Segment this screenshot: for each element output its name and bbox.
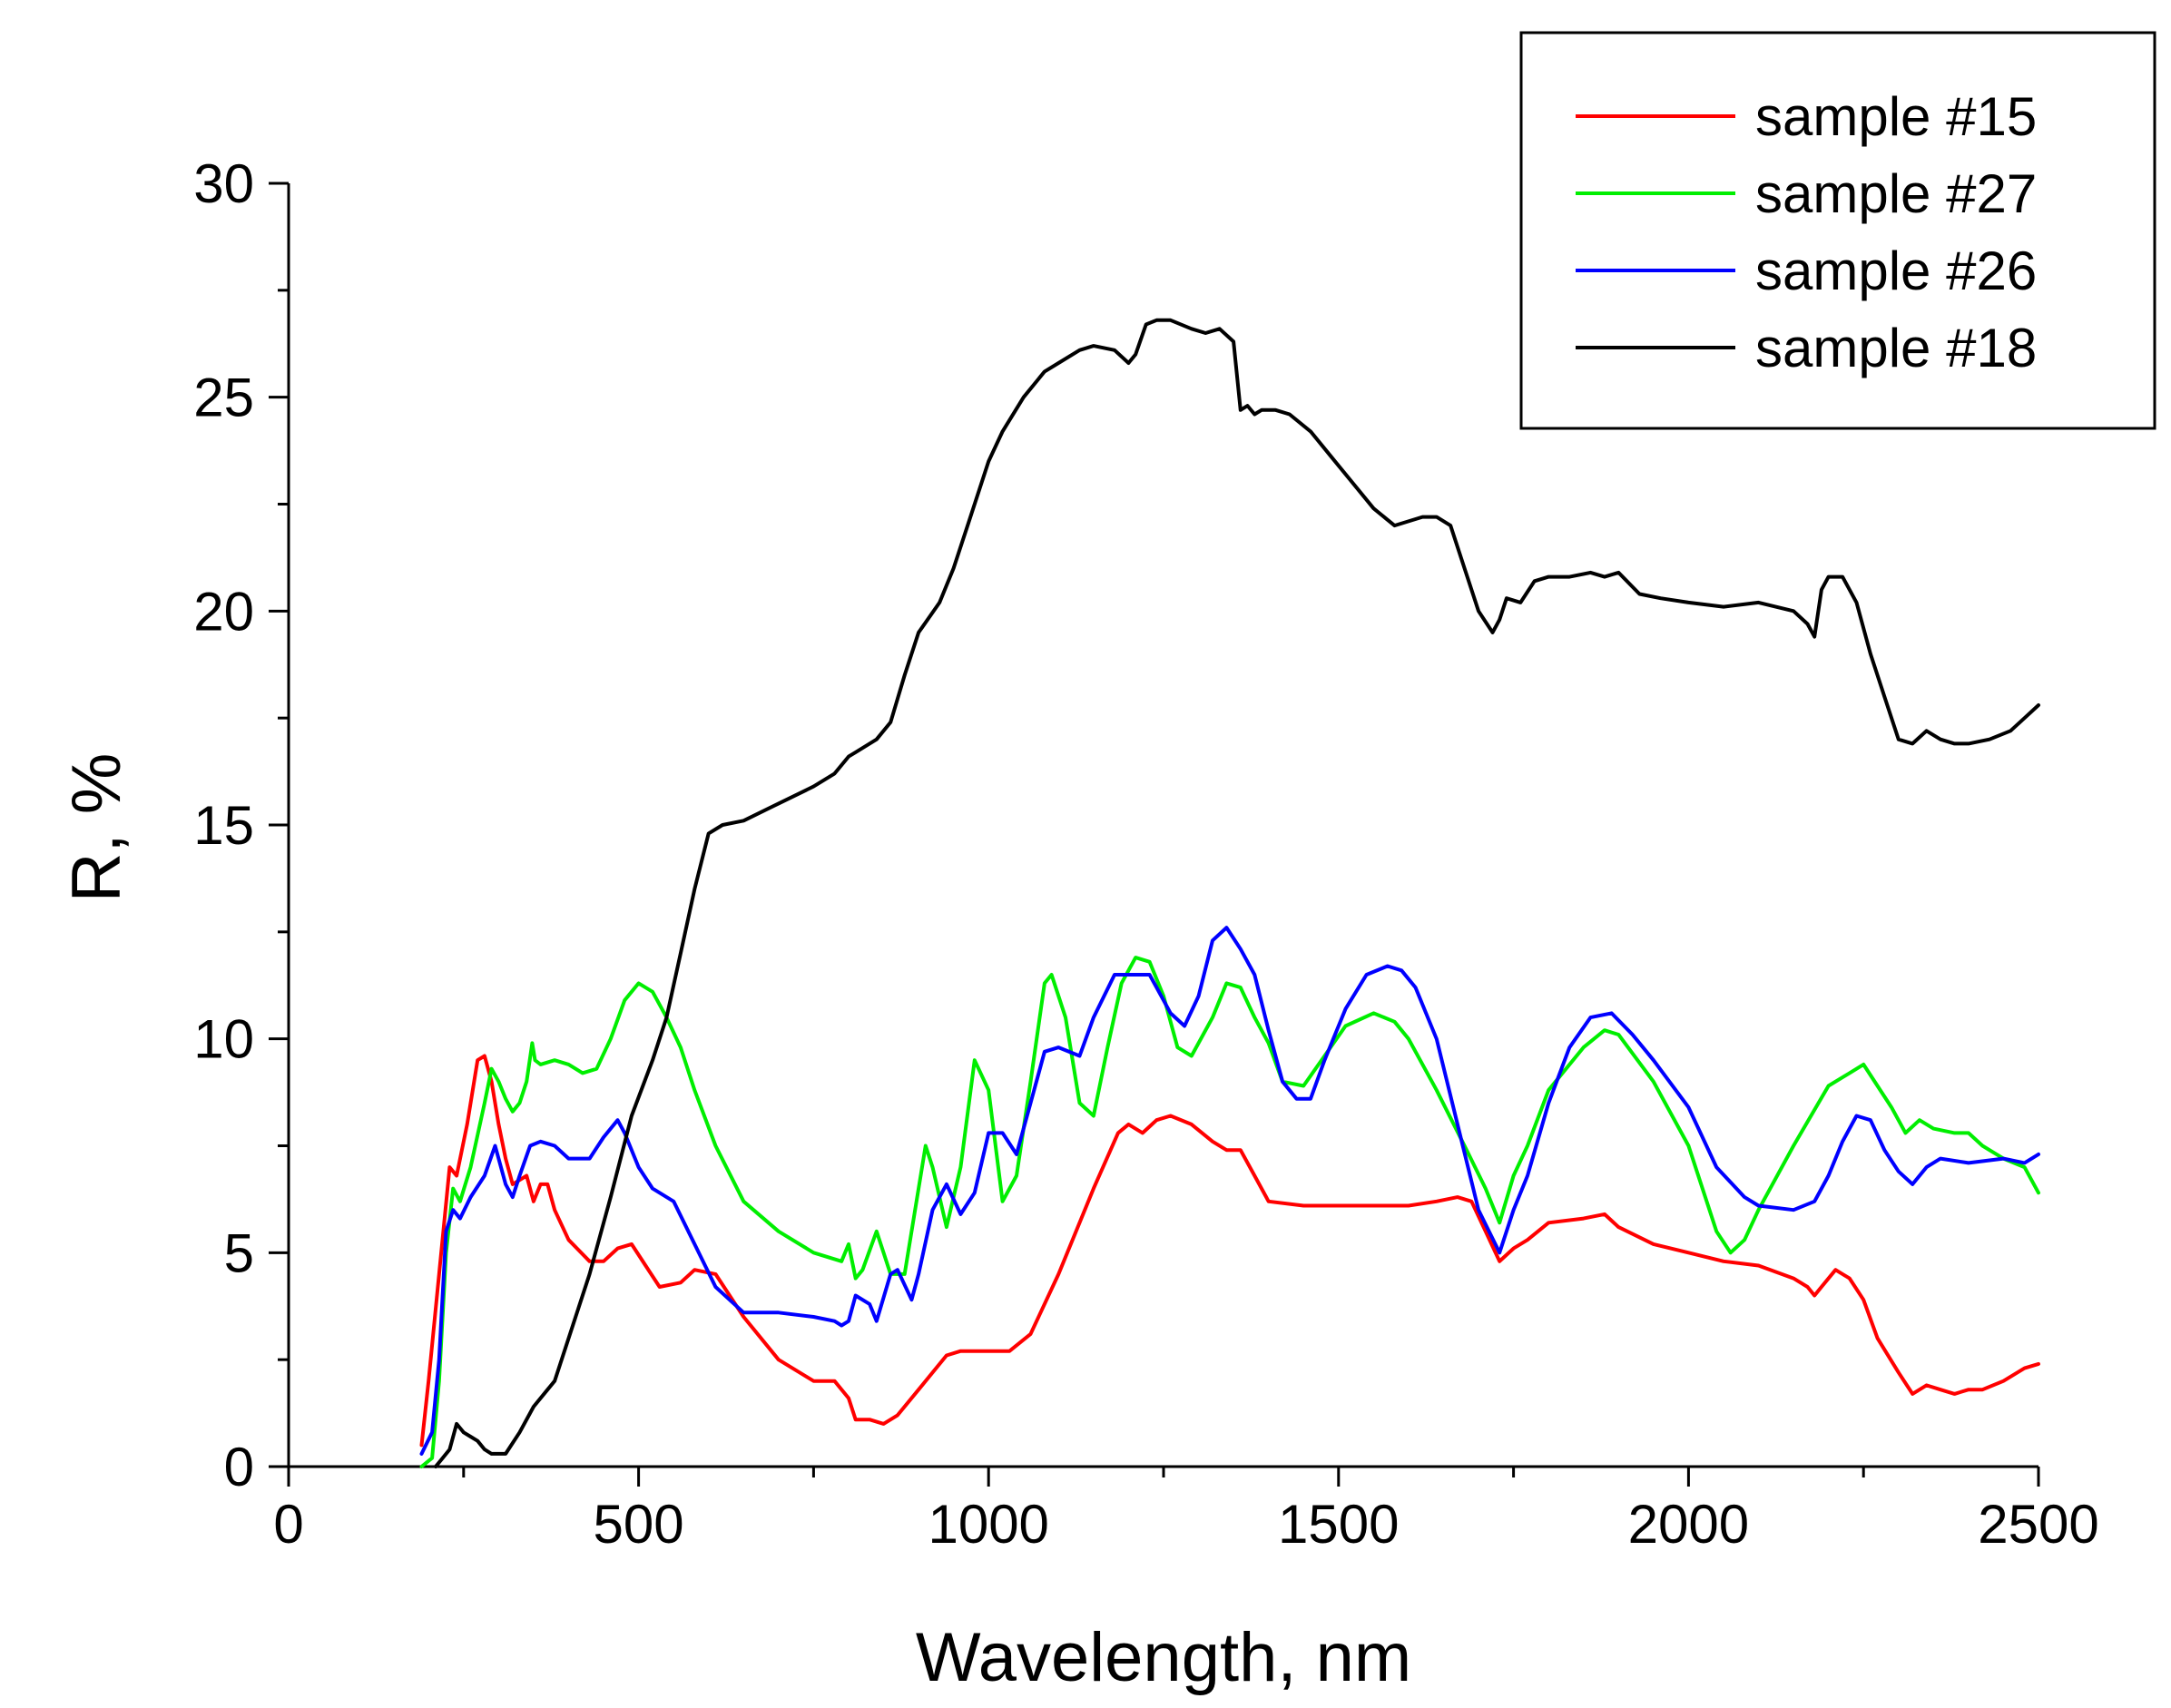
series-line-sample-15 bbox=[419, 1054, 2040, 1448]
x-tick-label: 1000 bbox=[928, 1494, 1048, 1555]
series-line-sample-27 bbox=[419, 956, 2040, 1468]
series-line-sample-26 bbox=[419, 926, 2040, 1456]
x-tick-label: 500 bbox=[594, 1494, 684, 1555]
y-tick-label: 30 bbox=[193, 153, 254, 214]
x-tick-label: 2000 bbox=[1628, 1494, 1749, 1555]
series-line-sample-18 bbox=[434, 318, 2040, 1468]
x-axis-ticks: 0 500 1000 1500 2000 2500 bbox=[273, 1467, 2099, 1555]
y-tick-label: 20 bbox=[193, 581, 254, 642]
legend-label: sample #18 bbox=[1755, 318, 2037, 378]
y-tick-label: 0 bbox=[224, 1437, 254, 1497]
y-tick-label: 10 bbox=[193, 1009, 254, 1070]
x-tick-label: 0 bbox=[273, 1494, 303, 1555]
legend-label: sample #26 bbox=[1755, 240, 2037, 301]
y-tick-label: 15 bbox=[193, 795, 254, 856]
y-tick-label: 5 bbox=[224, 1222, 254, 1283]
legend-label: sample #15 bbox=[1755, 86, 2037, 147]
x-axis-title: Wavelength, nm bbox=[916, 1619, 1411, 1696]
x-tick-label: 2500 bbox=[1978, 1494, 2098, 1555]
x-tick-label: 1500 bbox=[1278, 1494, 1399, 1555]
y-tick-label: 25 bbox=[193, 368, 254, 428]
legend-box bbox=[1519, 31, 2156, 430]
legend-items: sample #15 sample #27 sample #26 sample #18 bbox=[1576, 86, 2037, 378]
series-lines bbox=[419, 318, 2040, 1468]
legend-label: sample #27 bbox=[1755, 163, 2037, 224]
y-axis-title: R, % bbox=[58, 753, 135, 903]
y-axis-ticks: 0 5 10 15 20 25 30 bbox=[193, 153, 289, 1497]
legend: sample #15 sample #27 sample #26 sample #18 bbox=[1519, 31, 2156, 430]
